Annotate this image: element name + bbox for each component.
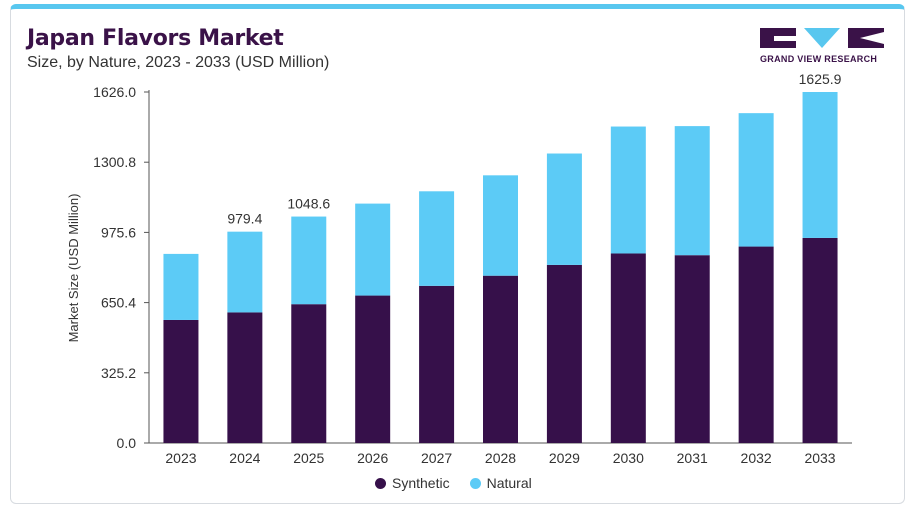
y-tick-label: 1300.8 (93, 154, 136, 170)
data-label-2024: 979.4 (227, 211, 262, 227)
bar-synthetic-2032 (738, 246, 774, 443)
legend-label-synthetic: Synthetic (392, 475, 450, 491)
legend-item-natural: Natural (469, 475, 532, 491)
legend-item-synthetic: Synthetic (375, 475, 450, 491)
bar-natural-2023 (163, 253, 199, 320)
x-tick-label: 2032 (741, 450, 772, 466)
bar-natural-2029 (546, 153, 582, 265)
bar-synthetic-2025 (291, 304, 327, 443)
x-tick-label: 2027 (421, 450, 452, 466)
chart-title: Japan Flavors Market (27, 26, 284, 51)
y-tick-label: 650.4 (101, 295, 136, 311)
chart-subtitle: Size, by Nature, 2023 - 2033 (USD Millio… (27, 54, 330, 71)
y-tick-label: 325.2 (101, 365, 136, 381)
bar-synthetic-2031 (674, 255, 710, 443)
legend-label-natural: Natural (486, 475, 532, 491)
x-tick-label: 2031 (677, 450, 708, 466)
grand-view-research-logo (760, 28, 884, 48)
bar-natural-2032 (738, 113, 774, 247)
bar-synthetic-2026 (355, 295, 391, 443)
bar-synthetic-2028 (483, 275, 518, 443)
y-tick-label: 1626.0 (93, 84, 136, 100)
bar-natural-2033 (802, 92, 838, 238)
logo-text: GRAND VIEW RESEARCH (760, 54, 878, 64)
x-tick-label: 2025 (293, 450, 324, 466)
legend-swatch-synthetic (375, 477, 386, 489)
bar-natural-2030 (610, 126, 646, 254)
bar-synthetic-2023 (163, 319, 199, 443)
data-label-2025: 1048.6 (287, 196, 330, 212)
bar-synthetic-2024 (227, 312, 263, 443)
bar-natural-2026 (355, 203, 391, 296)
y-tick-label: 975.6 (101, 224, 136, 240)
y-axis-label: Market Size (USD Million) (66, 194, 81, 343)
bar-synthetic-2033 (802, 237, 838, 443)
x-tick-label: 2030 (613, 450, 644, 466)
legend: Synthetic Natural (375, 475, 532, 491)
x-tick-label: 2026 (357, 450, 388, 466)
bar-natural-2027 (419, 191, 455, 286)
bar-synthetic-2029 (546, 264, 582, 443)
y-tick-label: 0.0 (117, 435, 137, 451)
bar-natural-2031 (674, 126, 710, 256)
x-tick-label: 2029 (549, 450, 580, 466)
data-label-2033: 1625.9 (799, 71, 842, 87)
x-tick-label: 2028 (485, 450, 516, 466)
bar-synthetic-2027 (419, 285, 455, 443)
bar-natural-2028 (483, 175, 518, 276)
x-tick-label: 2023 (165, 450, 196, 466)
bar-natural-2025 (291, 216, 327, 305)
bar-natural-2024 (227, 231, 263, 313)
legend-swatch-natural (469, 477, 481, 489)
x-tick-label: 2024 (229, 450, 260, 466)
x-tick-label: 2033 (804, 450, 835, 466)
bar-synthetic-2030 (610, 253, 646, 443)
